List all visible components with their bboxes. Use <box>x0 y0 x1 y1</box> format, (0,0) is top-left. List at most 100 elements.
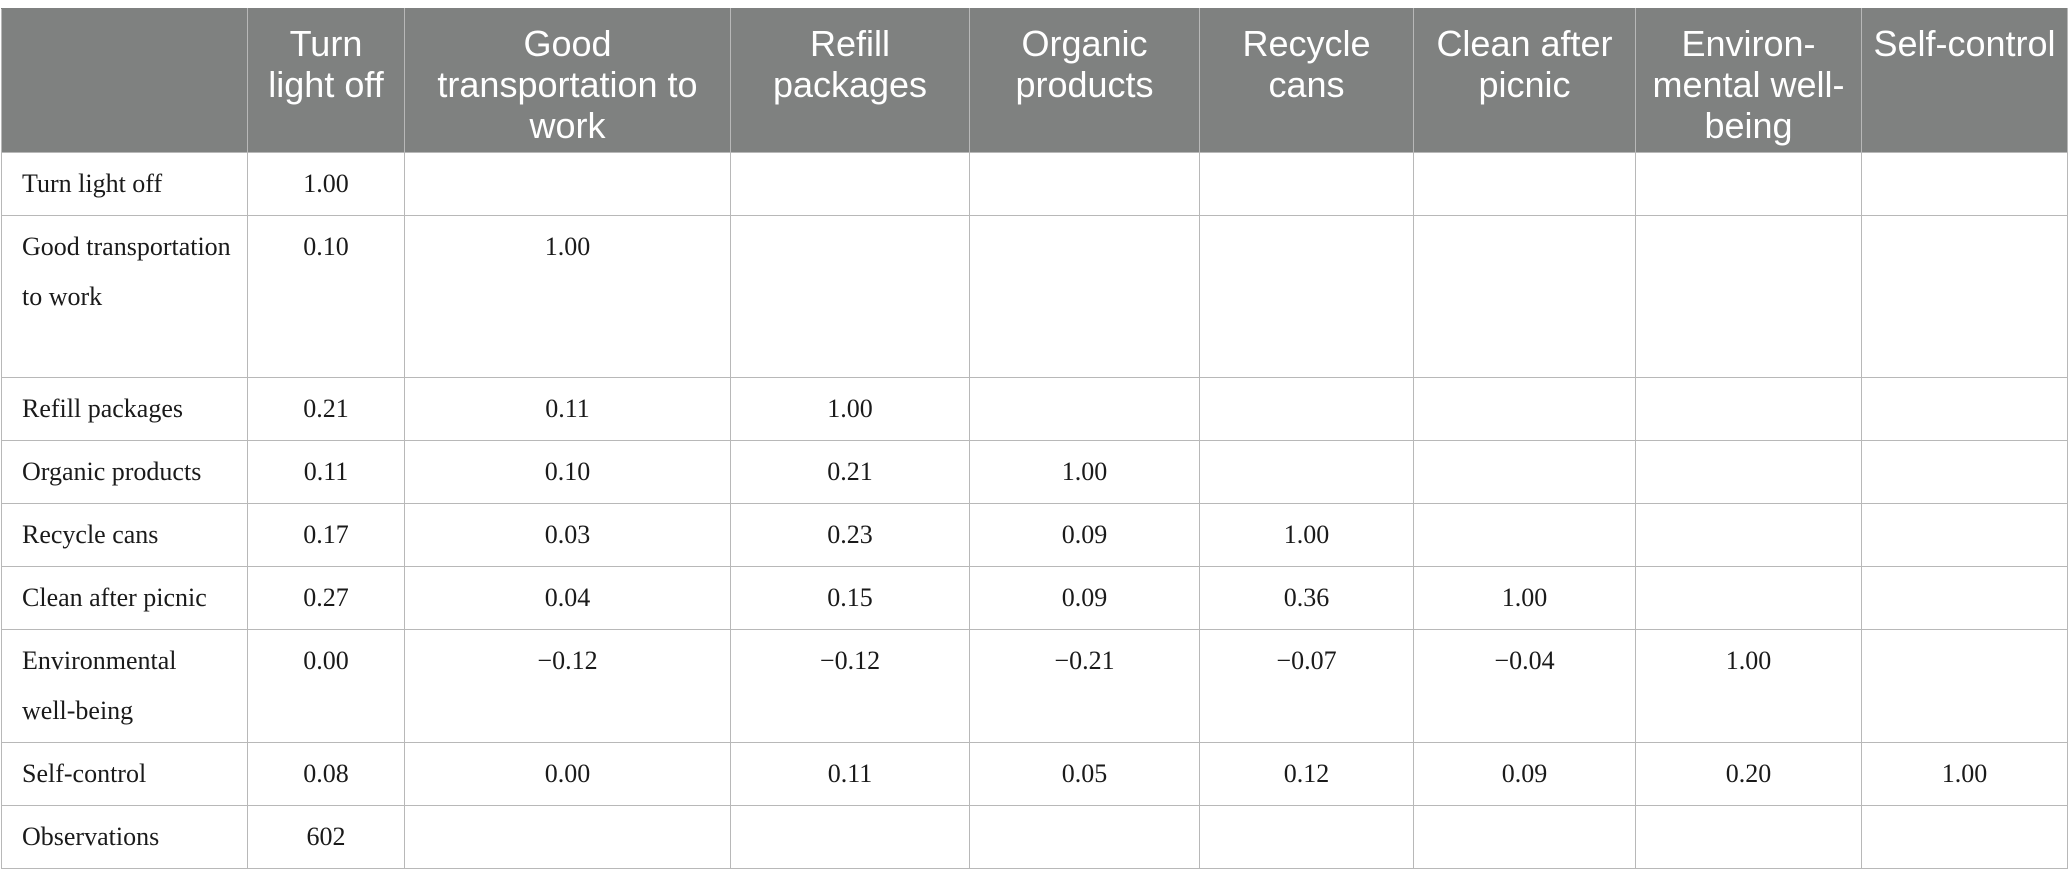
table-cell: 1.00 <box>1199 503 1414 567</box>
table-cell: 1.00 <box>1861 742 2068 806</box>
table-cell: 0.17 <box>247 503 405 567</box>
correlation-table: Turn light off Good transportation to wo… <box>1 8 2068 869</box>
table-cell <box>1861 152 2068 216</box>
table-cell <box>1861 503 2068 567</box>
row-label: Observations <box>1 805 248 869</box>
row-label: Recycle cans <box>1 503 248 567</box>
table-cell <box>1413 805 1636 869</box>
row-label: Environmental well-being <box>1 629 248 743</box>
header-turn-light-off: Turn light off <box>247 8 405 153</box>
table-cell <box>1861 566 2068 630</box>
table-cell <box>1635 215 1862 378</box>
table-row: Organic products 0.11 0.10 0.21 1.00 <box>1 440 2068 504</box>
table-cell: −0.04 <box>1413 629 1636 743</box>
table-cell <box>1413 440 1636 504</box>
table-cell: 0.00 <box>247 629 405 743</box>
table-cell: 0.21 <box>730 440 970 504</box>
table-cell <box>1635 152 1862 216</box>
header-good-transportation: Good transportation to work <box>404 8 731 153</box>
table-cell <box>1635 377 1862 441</box>
table-cell <box>1413 152 1636 216</box>
table-cell: 0.08 <box>247 742 405 806</box>
table-row: Recycle cans 0.17 0.03 0.23 0.09 1.00 <box>1 503 2068 567</box>
table-cell: 0.12 <box>1199 742 1414 806</box>
table-cell: −0.07 <box>1199 629 1414 743</box>
table-cell <box>1635 440 1862 504</box>
table-cell: 0.11 <box>730 742 970 806</box>
table-cell <box>1413 215 1636 378</box>
table-cell: 0.00 <box>404 742 731 806</box>
table-cell: 1.00 <box>969 440 1200 504</box>
table-cell <box>1413 503 1636 567</box>
table-cell: 0.27 <box>247 566 405 630</box>
table-cell <box>1861 377 2068 441</box>
table-cell <box>1413 377 1636 441</box>
table-cell <box>1861 440 2068 504</box>
table-body: Turn light off 1.00 Good transportation to… <box>1 152 2068 869</box>
table-row: Self-control 0.08 0.00 0.11 0.05 0.12 0.09 0.20… <box>1 742 2068 806</box>
table-cell: 0.05 <box>969 742 1200 806</box>
table-cell <box>969 152 1200 216</box>
table-row: Observations 602 <box>1 805 2068 869</box>
table-cell: 0.09 <box>969 566 1200 630</box>
table-cell <box>1635 805 1862 869</box>
header-corner <box>1 8 248 153</box>
row-label: Good transportation to work <box>1 215 248 378</box>
table-row: Clean after picnic 0.27 0.04 0.15 0.09 0.36 1.… <box>1 566 2068 630</box>
table-row: Refill packages 0.21 0.11 1.00 <box>1 377 2068 441</box>
table-cell <box>1199 215 1414 378</box>
row-label: Turn light off <box>1 152 248 216</box>
table-cell <box>730 152 970 216</box>
table-cell <box>730 215 970 378</box>
table-cell <box>730 805 970 869</box>
table-cell: 0.36 <box>1199 566 1414 630</box>
table-cell: −0.12 <box>404 629 731 743</box>
table-cell: 0.03 <box>404 503 731 567</box>
header-row: Turn light off Good transportation to wo… <box>1 8 2068 153</box>
header-clean-after-picnic: Clean after picnic <box>1413 8 1636 153</box>
row-label: Refill packages <box>1 377 248 441</box>
header-environmental-well-being: Environ-mental well-being <box>1635 8 1862 153</box>
table-cell: 0.10 <box>404 440 731 504</box>
table-cell <box>1199 152 1414 216</box>
table-cell <box>1199 805 1414 869</box>
table-cell <box>1199 440 1414 504</box>
table-cell: 0.15 <box>730 566 970 630</box>
table-cell <box>1199 377 1414 441</box>
header-recycle-cans: Recycle cans <box>1199 8 1414 153</box>
table-cell: 1.00 <box>247 152 405 216</box>
table-cell: 0.04 <box>404 566 731 630</box>
table-cell: 1.00 <box>1635 629 1862 743</box>
table-row: Turn light off 1.00 <box>1 152 2068 216</box>
table-cell <box>1635 566 1862 630</box>
table-row: Good transportation to work 0.10 1.00 <box>1 215 2068 378</box>
table-cell: 0.21 <box>247 377 405 441</box>
header-refill-packages: Refill packages <box>730 8 970 153</box>
table-cell: 1.00 <box>404 215 731 378</box>
table-cell <box>1861 805 2068 869</box>
table-cell <box>1635 503 1862 567</box>
table-cell <box>969 805 1200 869</box>
table-cell: 0.20 <box>1635 742 1862 806</box>
table-cell <box>404 805 731 869</box>
table-cell: −0.21 <box>969 629 1200 743</box>
table-cell: 1.00 <box>1413 566 1636 630</box>
table-cell: 0.09 <box>1413 742 1636 806</box>
table-cell: 0.23 <box>730 503 970 567</box>
header-organic-products: Organic products <box>969 8 1200 153</box>
row-label: Self-control <box>1 742 248 806</box>
table-cell: 0.10 <box>247 215 405 378</box>
row-label: Clean after picnic <box>1 566 248 630</box>
table-cell <box>1861 215 2068 378</box>
table-cell <box>969 215 1200 378</box>
correlation-table-container: Turn light off Good transportation to wo… <box>0 8 2068 869</box>
table-cell <box>969 377 1200 441</box>
header-self-control: Self-control <box>1861 8 2068 153</box>
table-cell: 0.11 <box>247 440 405 504</box>
row-label: Organic products <box>1 440 248 504</box>
table-cell: 602 <box>247 805 405 869</box>
table-cell <box>1861 629 2068 743</box>
table-cell: −0.12 <box>730 629 970 743</box>
table-cell: 1.00 <box>730 377 970 441</box>
table-cell <box>404 152 731 216</box>
